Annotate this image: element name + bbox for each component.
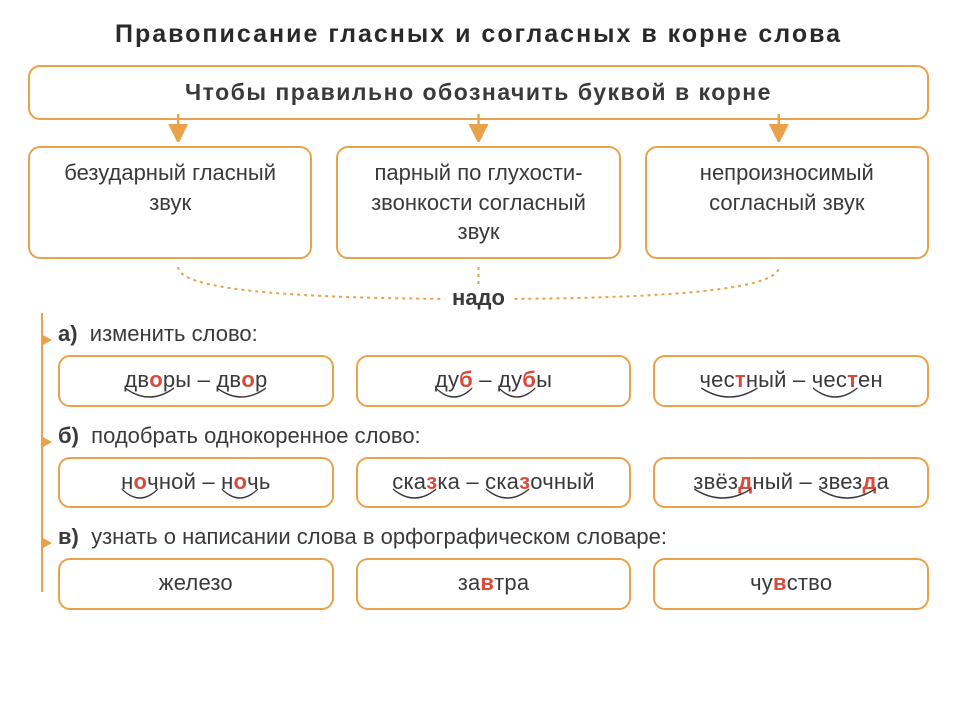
type-box-b: парный по глухости-звонкости согласный з… — [336, 146, 620, 259]
root-arc: ноч — [121, 467, 159, 497]
root-arc: сказ — [392, 467, 437, 497]
root-arc: ноч — [221, 467, 259, 497]
section-a-letter: а) — [58, 321, 78, 346]
root-arc: сказ — [485, 467, 530, 497]
section-b-label: б) подобрать однокоренное слово: — [58, 423, 929, 449]
root-arc: дуб — [498, 365, 536, 395]
arrow-icon — [43, 437, 52, 447]
example-b3: звёздный – звезда — [653, 457, 929, 509]
section-a: а) изменить слово: дворы – двор дуб – ду… — [28, 321, 929, 407]
example-b1: ночной – ночь — [58, 457, 334, 509]
root-arc: честн — [700, 365, 759, 395]
arrows-down — [28, 122, 929, 138]
example-a2: дуб – дубы — [356, 355, 632, 407]
section-c: в) узнать о написании слова в орфографич… — [28, 524, 929, 610]
root-arc: звезд — [818, 467, 876, 497]
section-a-label: а) изменить слово: — [58, 321, 929, 347]
arrow-icon — [43, 335, 52, 345]
example-b2: сказка – сказочный — [356, 457, 632, 509]
section-b-letter: б) — [58, 423, 79, 448]
section-c-text: узнать о написании слова в орфографическ… — [91, 524, 667, 549]
example-c1: железо — [58, 558, 334, 610]
header-box: Чтобы правильно обозначить буквой в корн… — [28, 65, 929, 120]
example-a1: дворы – двор — [58, 355, 334, 407]
sections-wrap: а) изменить слово: дворы – двор дуб – ду… — [28, 321, 929, 610]
root-arc: двор — [124, 365, 175, 395]
page-title: Правописание гласных и согласных в корне… — [28, 20, 929, 49]
arrow-icon — [43, 538, 52, 548]
types-row: безударный гласный звук парный по глухос… — [28, 146, 929, 259]
root-arc: двор — [216, 365, 267, 395]
section-a-text: изменить слово: — [90, 321, 258, 346]
section-c-label: в) узнать о написании слова в орфографич… — [58, 524, 929, 550]
root-arc: звёзд — [693, 467, 752, 497]
nado-label: надо — [444, 285, 513, 311]
section-b: б) подобрать однокоренное слово: ночной … — [28, 423, 929, 509]
root-arc: чест — [812, 365, 858, 395]
type-box-a: безударный гласный звук — [28, 146, 312, 259]
section-b-text: подобрать однокоренное слово: — [91, 423, 421, 448]
section-c-letter: в) — [58, 524, 79, 549]
example-c3: чувство — [653, 558, 929, 610]
type-box-c: непроизносимый согласный звук — [645, 146, 929, 259]
root-arc: дуб — [435, 365, 473, 395]
example-c2: завтра — [356, 558, 632, 610]
example-a3: честный – честен — [653, 355, 929, 407]
connector-brace: надо — [28, 265, 929, 305]
